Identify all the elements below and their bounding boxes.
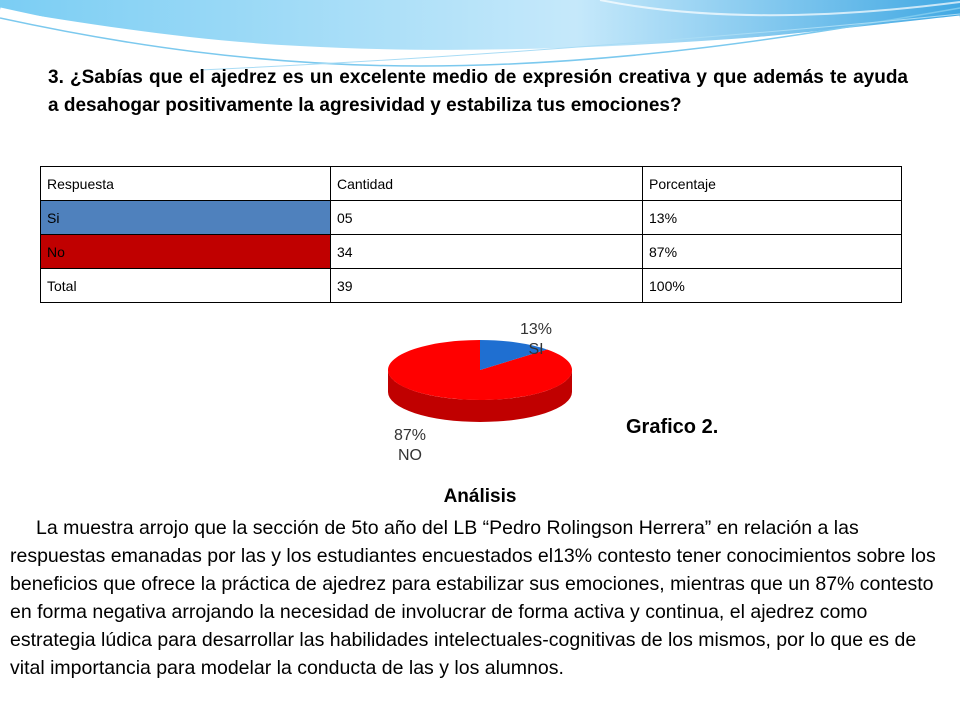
cell-porcentaje: 13%	[642, 200, 902, 235]
cell-respuesta: Si	[40, 200, 331, 235]
cell-respuesta: No	[40, 234, 331, 269]
pie-side-wall	[388, 370, 572, 422]
analysis-paragraph: La muestra arrojo que la sección de 5to …	[10, 517, 936, 679]
responses-table: Respuesta Cantidad Porcentaje Si 05 13% …	[40, 166, 902, 303]
table-row: No 34 87%	[40, 234, 902, 269]
decorative-header-waves	[0, 0, 960, 71]
pie-label-si-percent: 13%	[519, 321, 553, 338]
pie-label-no-percent: 87%	[393, 427, 427, 444]
table-row: Total 39 100%	[40, 268, 902, 303]
survey-question: 3. ¿Sabías que el ajedrez es un excelent…	[48, 67, 908, 116]
pie-slice-si	[480, 340, 548, 370]
header-cantidad: Cantidad	[330, 166, 643, 201]
cell-cantidad: 05	[330, 200, 643, 235]
graph-caption: Grafico 2.	[626, 416, 719, 438]
pie-chart	[388, 340, 572, 422]
pie-label-si-name: SI	[528, 341, 544, 358]
cell-porcentaje: 100%	[642, 268, 902, 303]
table-header-row: Respuesta Cantidad Porcentaje	[40, 166, 902, 201]
table-row: Si 05 13%	[40, 200, 902, 235]
cell-porcentaje: 87%	[642, 234, 902, 269]
cell-cantidad: 34	[330, 234, 643, 269]
cell-cantidad: 39	[330, 268, 643, 303]
pie-label-si: 13% SI	[506, 320, 566, 360]
pie-label-no: 87% NO	[378, 426, 442, 466]
analysis-title: Análisis	[443, 486, 517, 507]
cell-respuesta: Total	[40, 268, 331, 303]
pie-label-no-name: NO	[398, 447, 422, 464]
header-porcentaje: Porcentaje	[642, 166, 902, 201]
header-respuesta: Respuesta	[40, 166, 331, 201]
